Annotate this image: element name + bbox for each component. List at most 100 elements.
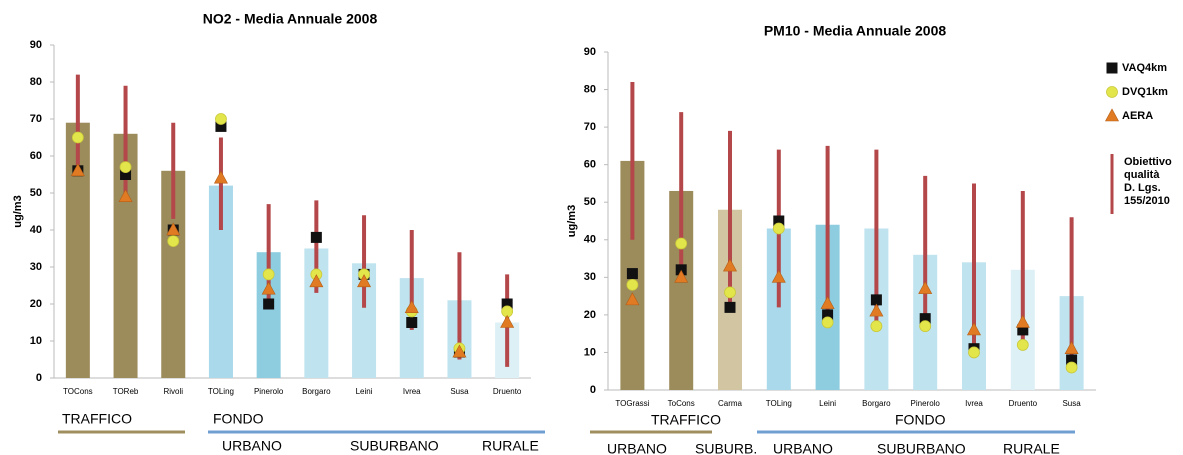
marker-triangle [869,303,884,317]
marker-square [263,298,275,310]
marker-square [822,309,834,321]
legend-label: AERA [1122,110,1153,122]
marker-circle [968,346,980,359]
marker-square [120,169,132,180]
marker-circle [215,113,227,125]
y-tick-label: 0 [590,384,596,396]
marker-square [1017,324,1029,336]
marker-triangle [722,258,738,272]
marker-circle [1065,361,1078,374]
legend-label: Obiettivo [1124,156,1172,168]
chart-title: NO2 - Media Annuale 2008 [203,11,378,27]
marker-square [310,231,322,243]
marker-square [919,313,931,325]
x-tick-label: ToCons [668,399,695,408]
group-label: SUBURBANO [877,441,966,455]
group-label: URBANO [773,441,833,455]
marker-triangle [309,274,324,288]
y-tick-label: 30 [584,271,596,283]
marker-triangle [820,295,835,309]
marker-triangle [966,322,982,336]
legend-label: qualità [1124,169,1160,181]
marker-square [406,317,418,328]
y-tick-label: 80 [584,83,596,95]
x-tick-label: Pinerolo [911,399,941,408]
marker-triangle [404,300,419,314]
x-tick-label: Pinerolo [254,387,284,396]
marker-triangle [771,269,786,283]
marker-triangle [261,281,276,295]
legend-marker [1106,86,1118,98]
y-tick-label: 50 [30,187,42,199]
marker-square [724,301,736,313]
y-tick-label: 20 [30,298,42,310]
y-tick-label: 90 [584,46,596,58]
group-label: URBANO [607,441,667,455]
marker-triangle [452,344,467,358]
x-tick-label: Ivrea [403,387,421,396]
group-label: FONDO [213,411,264,427]
marker-square [870,294,882,306]
legend-marker [1106,62,1118,74]
x-tick-label: TOLing [208,387,234,396]
marker-circle [919,320,932,333]
y-axis-label: ug/m3 [566,205,578,237]
marker-triangle [357,274,372,288]
group-label: RURALE [482,438,539,454]
group-label: RURALE [1003,441,1060,455]
marker-triangle [1015,314,1030,328]
group-label: SUBURBANO [350,438,439,454]
legend-marker [1104,108,1120,122]
y-tick-label: 50 [584,196,596,208]
y-tick-label: 60 [584,159,596,171]
marker-triangle [674,269,689,283]
marker-circle [167,235,180,248]
marker-circle [71,131,84,144]
marker-square [773,215,785,227]
x-tick-label: TOLing [766,399,792,408]
marker-circle [1016,339,1029,351]
x-tick-label: Ivrea [965,399,983,408]
x-tick-label: Druento [1009,399,1038,408]
legend-label: DVQ1km [1122,86,1168,98]
x-tick-label: Leini [356,387,373,396]
x-tick-label: TOReb [113,387,139,396]
y-tick-label: 0 [36,372,42,384]
x-tick-label: Borgaro [302,387,331,396]
marker-triangle [918,280,933,294]
y-tick-label: 10 [30,335,42,347]
x-tick-label: TOCons [63,387,93,396]
x-tick-label: Susa [450,387,469,396]
legend-label: D. Lgs. [1124,182,1161,194]
y-tick-label: 70 [30,113,42,125]
x-tick-label: Leini [819,399,836,408]
y-tick-label: 10 [584,346,596,358]
marker-triangle [118,189,133,202]
y-tick-label: 40 [30,224,42,236]
y-tick-label: 40 [584,234,596,246]
x-tick-label: TOGrassi [615,399,649,408]
x-tick-label: Rivoli [163,387,183,396]
y-axis-label: ug/m3 [12,195,24,227]
group-label: SUBURB. [695,441,757,455]
marker-circle [821,316,834,329]
marker-square [626,268,638,280]
marker-triangle [213,170,228,184]
legend-label: VAQ4km [1122,62,1167,74]
marker-triangle [1064,341,1079,354]
marker-triangle [625,292,640,306]
marker-circle [262,268,275,281]
group-label: TRAFFICO [62,411,132,427]
legend-label: 155/2010 [1124,195,1170,207]
y-tick-label: 70 [584,121,596,133]
marker-circle [675,237,688,250]
marker-square [215,120,227,132]
marker-triangle [500,314,515,328]
marker-circle [626,278,639,291]
group-label: URBANO [222,438,282,454]
y-tick-label: 60 [30,150,42,162]
x-tick-label: Borgaro [862,399,891,408]
marker-circle [870,320,883,333]
group-label: FONDO [895,412,946,428]
